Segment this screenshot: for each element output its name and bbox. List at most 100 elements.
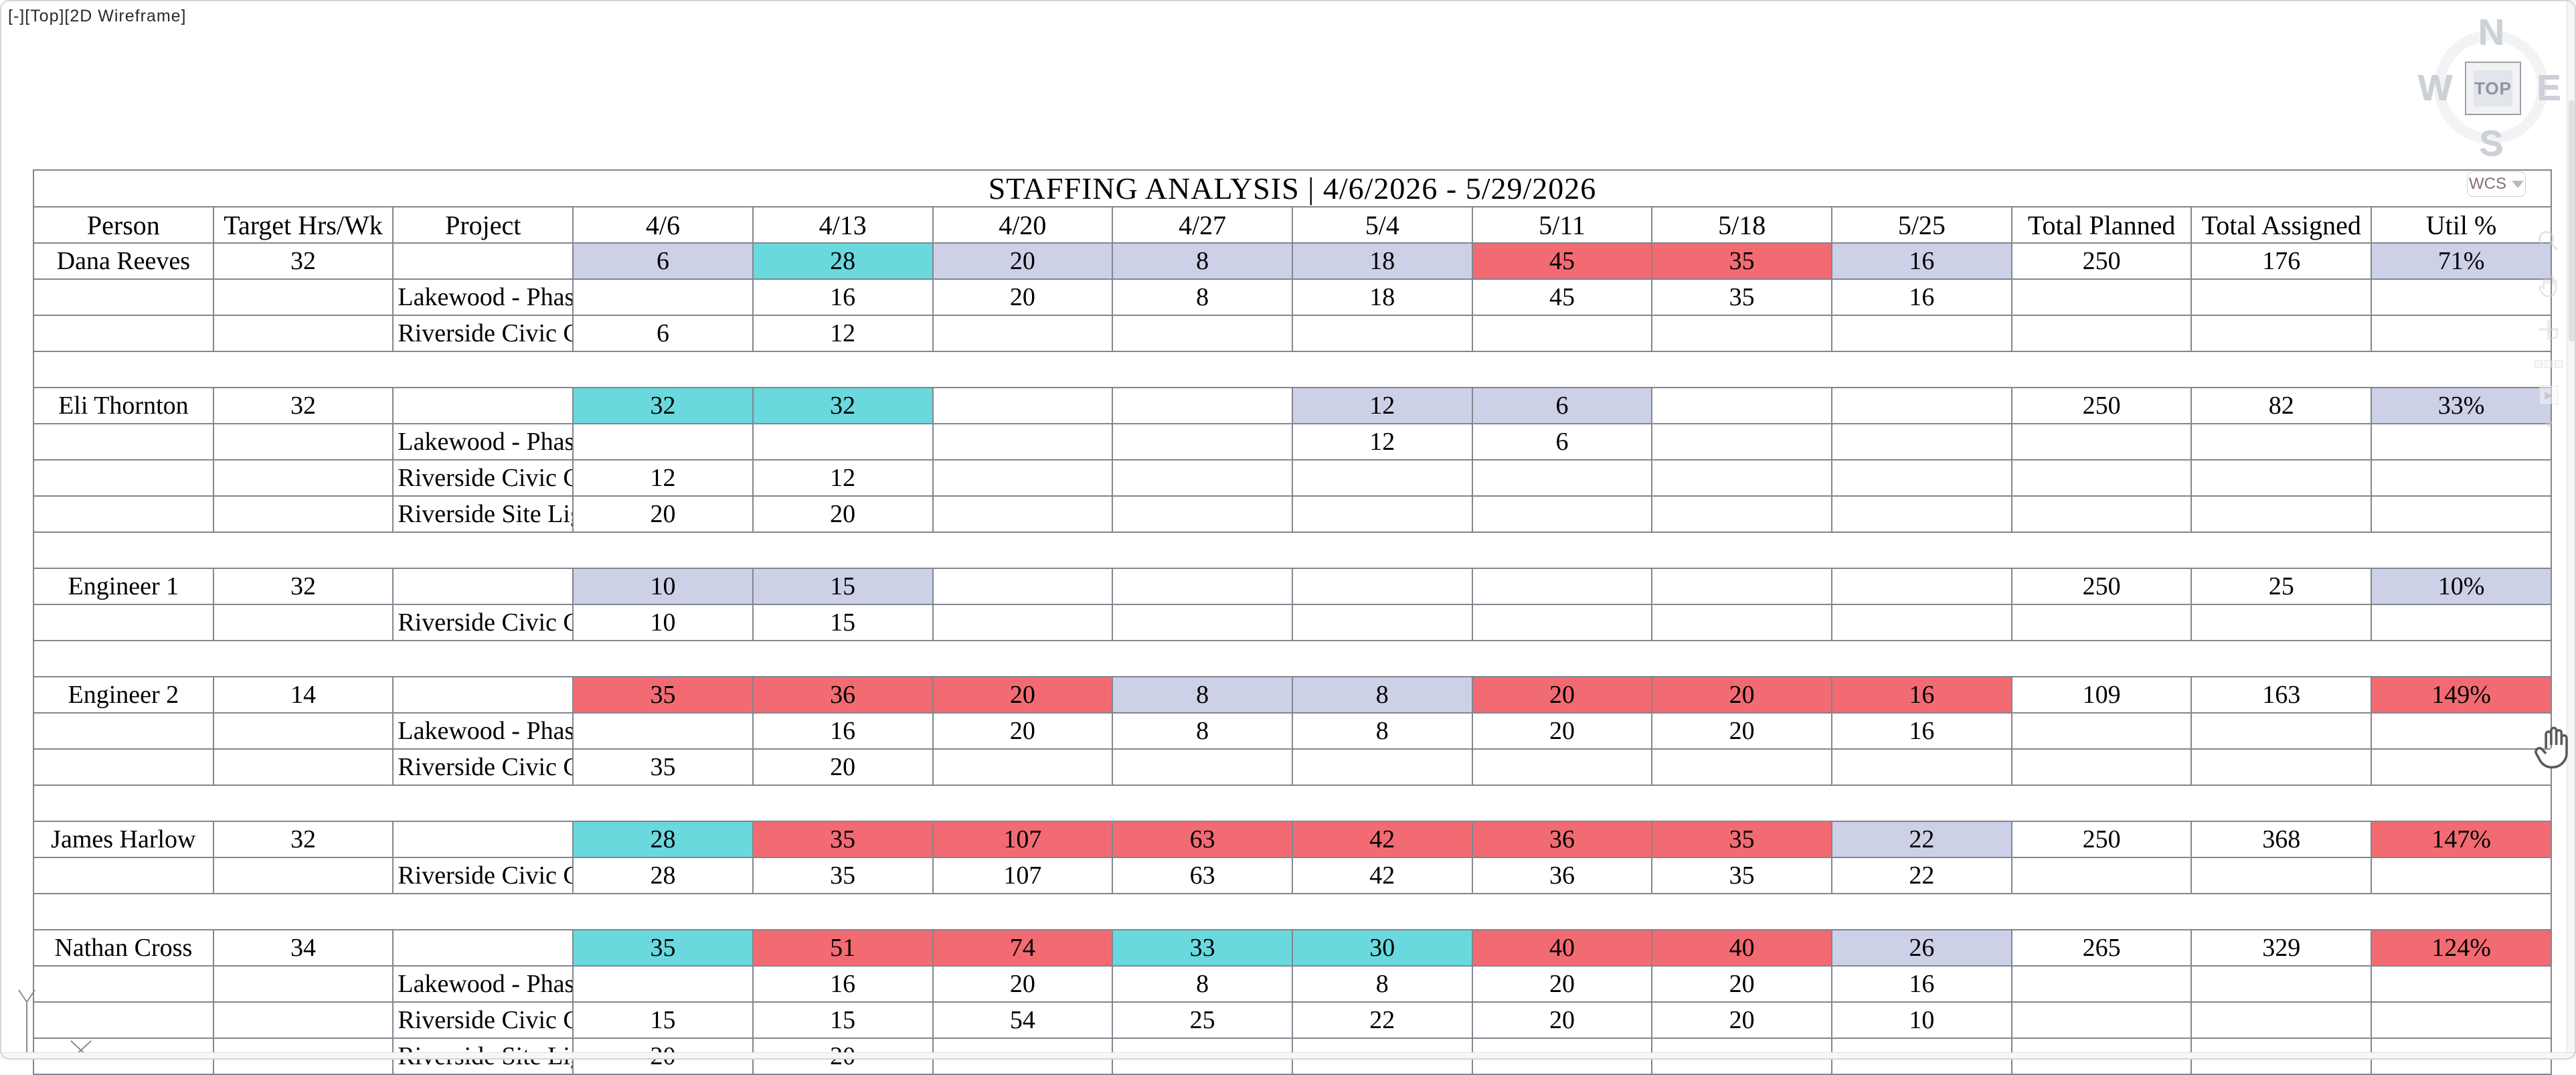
week-hours-cell (1831, 315, 2012, 352)
week-hours-cell (1112, 387, 1293, 424)
week-hours-cell (1471, 748, 1653, 786)
util-cell (2371, 965, 2552, 1003)
navbar-expand-icon[interactable] (2544, 422, 2553, 428)
week-hours-cell: 28 (572, 857, 754, 894)
week-hours-cell: 20 (932, 242, 1114, 280)
navbar-squares-icon[interactable] (2535, 360, 2563, 368)
week-hours-cell (932, 748, 1114, 786)
total-planned-cell (2010, 278, 2193, 316)
week-hours-cell (1471, 568, 1653, 605)
week-hours-cell: 40 (1651, 929, 1833, 967)
week-hours-cell: 16 (752, 712, 934, 750)
util-cell: 71% (2371, 242, 2552, 280)
week-hours-cell: 18 (1291, 242, 1473, 280)
pan-cursor-icon (2535, 726, 2568, 769)
week-hours-cell: 32 (572, 387, 754, 424)
util-cell: 147% (2371, 821, 2552, 858)
zoom-icon[interactable] (2535, 228, 2562, 254)
viewcube-east[interactable]: E (2536, 68, 2561, 108)
total-planned-cell (2010, 1001, 2193, 1039)
week-hours-cell (1291, 604, 1473, 641)
person-name-cell (33, 423, 214, 461)
horizontal-scrollbar[interactable] (0, 1052, 2576, 1060)
target-hours-cell: 32 (212, 821, 394, 858)
week-hours-cell: 8 (1291, 676, 1473, 714)
target-hours-cell (212, 604, 394, 641)
total-assigned-cell (2191, 315, 2373, 352)
week-hours-cell (1112, 604, 1293, 641)
week-hours-cell (1112, 315, 1293, 352)
viewcube-south[interactable]: S (2478, 123, 2504, 163)
viewcube-top-face[interactable]: TOP (2465, 62, 2521, 115)
target-hours-cell: 32 (212, 568, 394, 605)
wcs-dropdown[interactable]: WCS (2467, 171, 2526, 197)
project-name-cell: Riverside Site Lighting Initial (392, 495, 574, 533)
week-hours-cell: 10 (1831, 1001, 2012, 1039)
viewport-controls-label[interactable]: [-][Top][2D Wireframe] (8, 7, 187, 25)
week-hours-cell (1291, 315, 1473, 352)
week-hours-cell: 8 (1291, 965, 1473, 1003)
week-hours-cell: 10 (572, 604, 754, 641)
week-hours-cell: 20 (932, 676, 1114, 714)
week-hours-cell (1291, 495, 1473, 533)
total-assigned-cell: 25 (2191, 568, 2373, 605)
orbit-icon[interactable] (2535, 316, 2562, 343)
week-hours-cell (1471, 604, 1653, 641)
total-planned-cell (2010, 423, 2193, 461)
week-hours-cell (1831, 387, 2012, 424)
vertical-scrollbar-thumb[interactable] (2569, 100, 2575, 341)
target-hours-cell (212, 459, 394, 497)
week-hours-cell: 42 (1291, 857, 1473, 894)
pan-hand-icon[interactable] (2535, 272, 2562, 299)
project-name-cell: Lakewood - Phase 2 Initial (392, 712, 574, 750)
week-hours-cell: 20 (1651, 965, 1833, 1003)
navigation-bar[interactable]: ▶ (2533, 228, 2564, 428)
week-hours-cell: 36 (752, 676, 934, 714)
util-cell: 10% (2371, 568, 2552, 605)
week-hours-cell (932, 604, 1114, 641)
week-hours-cell: 20 (1471, 676, 1653, 714)
week-hours-cell: 15 (752, 568, 934, 605)
target-hours-cell: 34 (212, 929, 394, 967)
viewcube-west[interactable]: W (2417, 68, 2452, 108)
week-hours-cell: 20 (572, 495, 754, 533)
week-hours-cell: 16 (1831, 278, 2012, 316)
project-name-cell (392, 821, 574, 858)
chevron-down-icon (2512, 180, 2524, 188)
person-name-cell: Engineer 1 (33, 568, 214, 605)
week-hours-cell: 42 (1291, 821, 1473, 858)
week-hours-cell: 16 (752, 278, 934, 316)
vertical-scrollbar[interactable] (2567, 0, 2576, 1060)
util-cell (2371, 495, 2552, 533)
person-name-cell (33, 712, 214, 750)
separator-row (33, 351, 2552, 388)
week-hours-cell (1112, 748, 1293, 786)
table-title: STAFFING ANALYSIS | 4/6/2026 - 5/29/2026 (33, 169, 2552, 208)
week-hours-cell: 6 (1471, 387, 1653, 424)
total-planned-cell (2010, 315, 2193, 352)
target-hours-cell (212, 965, 394, 1003)
week-hours-cell: 35 (1651, 242, 1833, 280)
total-planned-cell (2010, 857, 2193, 894)
week-hours-cell (1831, 495, 2012, 533)
week-hours-cell: 8 (1112, 965, 1293, 1003)
staffing-table: STAFFING ANALYSIS | 4/6/2026 - 5/29/2026… (33, 169, 2552, 1075)
util-cell (2371, 459, 2552, 497)
week-hours-cell: 35 (1651, 857, 1833, 894)
column-header: 4/27 (1112, 206, 1293, 244)
total-assigned-cell (2191, 748, 2373, 786)
person-name-cell: Dana Reeves (33, 242, 214, 280)
week-hours-cell: 30 (1291, 929, 1473, 967)
viewcube-north[interactable]: N (2478, 12, 2504, 52)
week-hours-cell (1831, 748, 2012, 786)
navbar-play-icon[interactable]: ▶ (2539, 386, 2558, 404)
person-name-cell (33, 1001, 214, 1039)
week-hours-cell: 8 (1112, 712, 1293, 750)
week-hours-cell: 35 (572, 748, 754, 786)
week-hours-cell: 20 (932, 965, 1114, 1003)
project-name-cell: Riverside Civic Ctr - Initial (392, 748, 574, 786)
week-hours-cell (1651, 315, 1833, 352)
person-name-cell (33, 315, 214, 352)
column-header: 5/25 (1831, 206, 2012, 244)
week-hours-cell: 54 (932, 1001, 1114, 1039)
